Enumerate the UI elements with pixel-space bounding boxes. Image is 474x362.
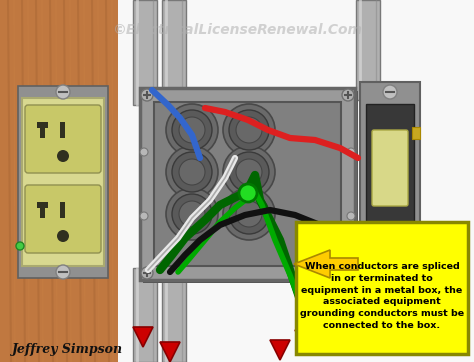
Bar [162, 268, 186, 362]
Circle shape [56, 85, 70, 99]
Circle shape [383, 85, 397, 99]
Polygon shape [160, 342, 180, 362]
Bar [140, 88, 355, 280]
Circle shape [16, 242, 24, 250]
Polygon shape [270, 340, 290, 360]
Circle shape [223, 188, 275, 240]
Bar [162, 0, 186, 105]
Circle shape [140, 212, 148, 220]
Bar [37, 202, 48, 208]
Text: Jeffrey Simpson: Jeffrey Simpson [12, 344, 123, 357]
Circle shape [342, 89, 354, 101]
Circle shape [166, 104, 218, 156]
Circle shape [179, 159, 205, 185]
Bar [37, 122, 48, 128]
Circle shape [229, 152, 269, 192]
Bar [366, 104, 414, 255]
Bar [60, 122, 65, 138]
Circle shape [229, 194, 269, 234]
Bar [412, 227, 420, 239]
Circle shape [223, 146, 275, 198]
Circle shape [236, 117, 262, 143]
Circle shape [347, 212, 355, 220]
Circle shape [179, 117, 205, 143]
FancyBboxPatch shape [372, 130, 408, 206]
Bar [40, 202, 45, 218]
Bar [22, 98, 104, 266]
Circle shape [172, 194, 212, 234]
Circle shape [223, 104, 275, 156]
Circle shape [166, 146, 218, 198]
Polygon shape [294, 250, 358, 278]
Bar [133, 0, 157, 105]
FancyBboxPatch shape [25, 185, 101, 253]
Bar [133, 268, 157, 362]
Circle shape [57, 150, 69, 162]
Circle shape [413, 250, 423, 260]
Circle shape [383, 260, 397, 274]
Bar [412, 127, 420, 139]
Circle shape [239, 184, 257, 202]
Bar [18, 86, 108, 278]
Polygon shape [295, 330, 315, 350]
Circle shape [179, 201, 205, 227]
Bar [0, 0, 118, 362]
Text: When conductors are spliced
in or terminated to
equipment in a metal box, the
as: When conductors are spliced in or termin… [300, 262, 464, 330]
Circle shape [56, 265, 70, 279]
Circle shape [141, 89, 153, 101]
Text: ©ElectricalLicenseRenewal.Com: ©ElectricalLicenseRenewal.Com [112, 23, 362, 37]
Bar [154, 102, 341, 266]
Circle shape [236, 201, 262, 227]
Circle shape [166, 188, 218, 240]
Circle shape [342, 267, 354, 279]
Bar [118, 0, 474, 362]
Circle shape [141, 267, 153, 279]
Polygon shape [133, 327, 153, 347]
FancyBboxPatch shape [296, 222, 468, 354]
Circle shape [172, 110, 212, 150]
Bar [356, 0, 380, 100]
Circle shape [140, 148, 148, 156]
Circle shape [236, 159, 262, 185]
Circle shape [57, 230, 69, 242]
Bar [360, 82, 420, 277]
FancyBboxPatch shape [25, 105, 101, 173]
Circle shape [172, 152, 212, 192]
Bar [143, 91, 358, 283]
Bar [60, 202, 65, 218]
Circle shape [229, 110, 269, 150]
Bar [40, 122, 45, 138]
Circle shape [347, 148, 355, 156]
